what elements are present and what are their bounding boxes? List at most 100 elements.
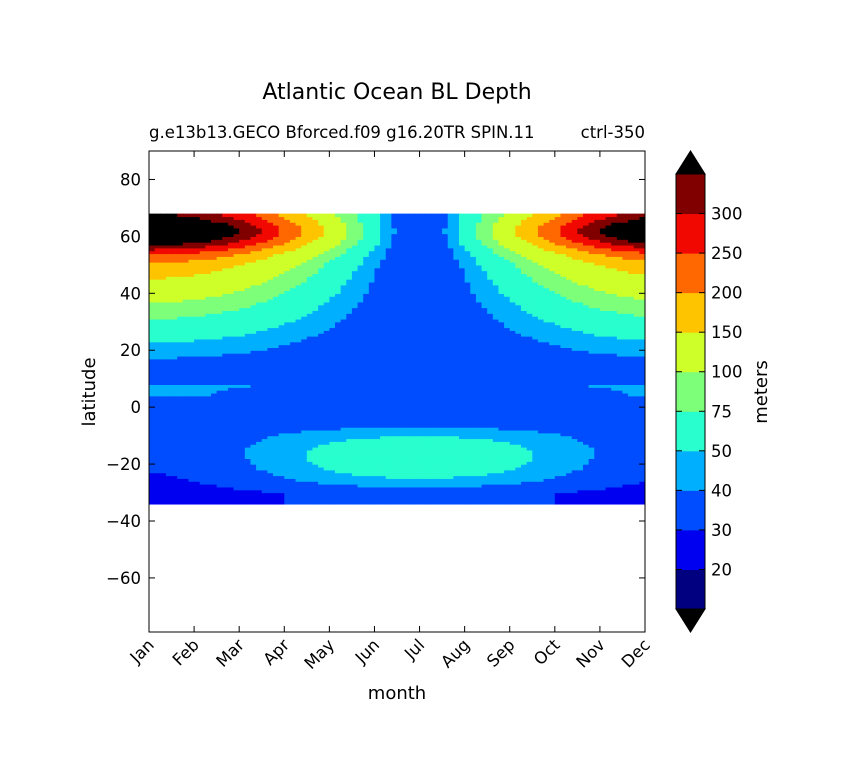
contour-cell [492,435,500,440]
contour-cell [289,484,297,488]
contour-cell [357,466,364,471]
contour-cell [222,444,229,448]
contour-cell [346,469,353,474]
contour-cell [335,432,342,437]
contour-cell [222,427,229,431]
contour-cell [222,472,229,477]
contour-cell [459,455,466,459]
contour-cell [171,452,178,457]
contour-cell [267,472,274,477]
contour-cell [599,466,607,471]
contour-cell [357,449,364,454]
contour-cell [385,469,392,474]
contour-cell [239,486,246,491]
contour-cell [487,429,494,434]
contour-cell [244,427,252,431]
contour-cell [323,495,330,499]
contour-cell [380,498,387,502]
contour-cell [515,461,522,465]
contour-cell [289,461,297,465]
contour-cell [216,478,223,482]
contour-cell [532,498,539,502]
contour-cell [244,447,252,451]
contour-cell [261,441,268,445]
contour-cell [459,498,466,502]
contour-cell [599,447,607,451]
contour-cell [335,449,342,454]
contour-cell [211,429,218,434]
contour-cell [244,486,252,491]
contour-cell [199,484,206,488]
contour-cell [346,486,353,491]
contour-cell [363,495,370,499]
contour-cell [171,484,178,488]
contour-cell [188,492,195,496]
contour-cell [571,429,578,434]
contour-cell [599,438,607,442]
contour-cell [470,449,477,454]
contour-cell [605,449,612,454]
contour-cell [256,475,263,479]
contour-cell [430,441,438,445]
contour-cell [509,458,516,462]
contour-cell [442,427,449,431]
contour-cell [515,441,522,445]
contour-cell [261,501,268,505]
contour-cell [453,429,460,434]
contour-cell [616,478,624,482]
contour-cell [222,449,229,454]
contour-cell [199,444,206,448]
contour-cell [487,501,494,505]
contour-cell [442,489,449,494]
contour-cell [284,458,291,462]
contour-cell [194,469,201,474]
contour-cell [227,464,235,468]
contour-cell [380,458,387,462]
contour-cell [318,427,325,431]
contour-cell [413,475,421,479]
contour-cell [583,458,590,462]
contour-cell [250,472,257,477]
contour-cell [154,449,161,454]
contour-cell [335,455,342,459]
contour-cell [498,478,505,482]
contour-cell [487,475,494,479]
contour-cell [273,438,280,442]
contour-cell [227,438,235,442]
contour-cell [571,444,578,448]
contour-cell [351,472,359,477]
contour-cell [239,495,246,499]
contour-cell [594,478,601,482]
contour-cell [498,472,505,477]
contour-cell [261,481,268,485]
contour-cell [171,489,178,494]
contour-cell [374,461,381,465]
contour-cell [402,427,409,431]
contour-cell [408,444,415,448]
contour-cell [594,486,601,491]
contour-cell [633,484,640,488]
contour-cell [430,472,438,477]
contour-cell [509,461,516,465]
contour-cell [599,452,607,457]
contour-cell [459,492,466,496]
contour-cell [340,449,347,454]
contour-cell [560,429,567,434]
contour-cell [453,466,460,471]
contour-cell [521,447,528,451]
contour-cell [340,429,347,434]
contour-cell [368,455,376,459]
contour-cell [413,452,421,457]
contour-cell [211,484,218,488]
contour-cell [160,447,167,451]
contour-cell [521,429,528,434]
contour-cell [453,475,460,479]
contour-cell [205,447,212,451]
contour-cell [588,498,595,502]
contour-cell [177,444,184,448]
contour-cell [470,489,477,494]
contour-cell [419,495,426,499]
contour-cell [577,464,584,468]
contour-cell [233,435,240,440]
contour-cell [577,432,584,437]
